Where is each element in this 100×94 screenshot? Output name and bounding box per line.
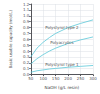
svg-text:150: 150 (52, 76, 60, 81)
svg-text:Polyacrylics: Polyacrylics (50, 40, 73, 45)
svg-text:0.7: 0.7 (23, 31, 30, 36)
svg-text:0.9: 0.9 (23, 19, 30, 24)
svg-text:0.5: 0.5 (23, 43, 30, 48)
svg-text:0.8: 0.8 (23, 25, 30, 30)
svg-text:1.2: 1.2 (23, 2, 30, 7)
svg-text:200: 200 (64, 76, 72, 81)
svg-text:0.3: 0.3 (23, 54, 30, 59)
svg-text:0.1: 0.1 (23, 66, 30, 71)
svg-text:Polystyrol type 1: Polystyrol type 1 (45, 62, 79, 67)
svg-text:100: 100 (39, 76, 47, 81)
svg-text:0.4: 0.4 (23, 49, 30, 54)
svg-text:Polystyrol type 2: Polystyrol type 2 (45, 25, 79, 30)
svg-text:250: 250 (77, 76, 85, 81)
svg-text:Basic usable capacity (mol/L): Basic usable capacity (mol/L) (8, 10, 13, 69)
svg-text:50: 50 (28, 76, 34, 81)
svg-text:0.0: 0.0 (22, 72, 30, 78)
svg-text:1.0: 1.0 (23, 13, 30, 18)
svg-text:300: 300 (89, 76, 97, 81)
svg-text:NaOH (g/L resin): NaOH (g/L resin) (45, 85, 80, 90)
svg-text:0.6: 0.6 (23, 37, 30, 42)
svg-text:1.1: 1.1 (23, 7, 30, 12)
svg-text:0.2: 0.2 (23, 60, 30, 65)
